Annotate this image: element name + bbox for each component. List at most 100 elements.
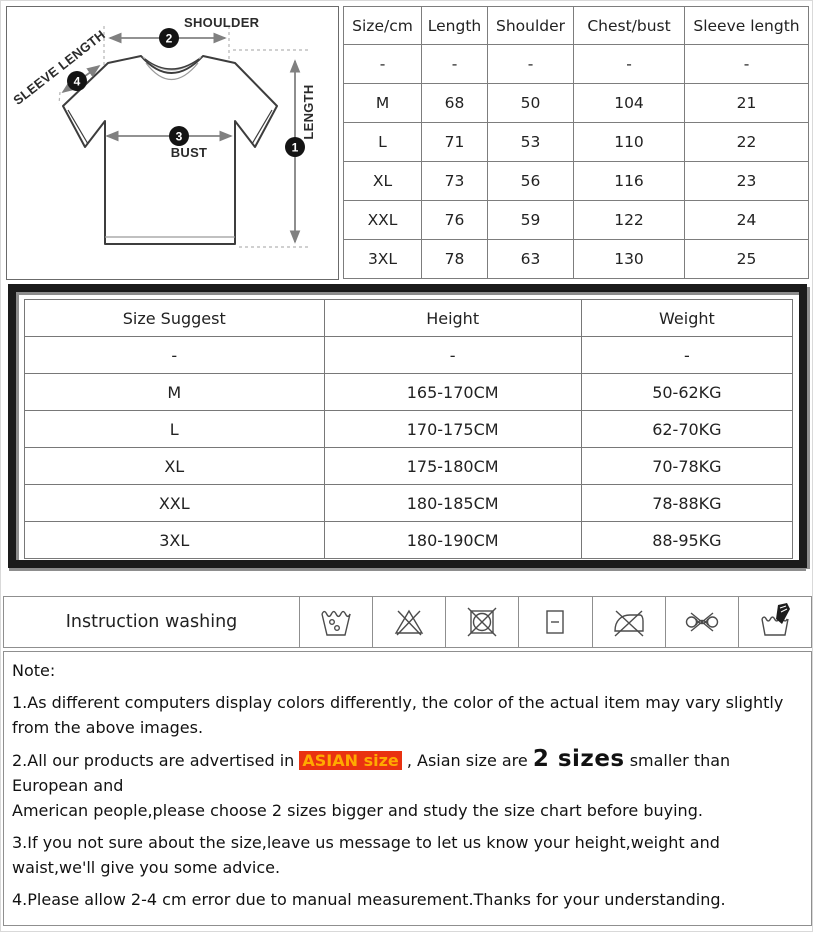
marker-shoulder: 2 — [166, 32, 173, 46]
notes-section: Note: 1.As different computers display c… — [3, 651, 812, 926]
size-suggest-section: Size Suggest Height Weight - - - M 165-170CM 50… — [8, 284, 807, 568]
table-cell: 59 — [487, 200, 574, 240]
table-cell: 56 — [487, 161, 574, 201]
tshirt-measurement-diagram: 2 3 1 4 SHOULDER SLEEVE LENGTH BUST LENG… — [6, 6, 339, 280]
do-not-bleach-icon — [394, 609, 424, 636]
table-cell: 68 — [421, 83, 488, 123]
table-cell: M — [24, 373, 325, 411]
table-cell: XL — [24, 447, 325, 485]
column-header: Shoulder — [487, 6, 574, 45]
table-cell: - — [684, 44, 809, 84]
table-cell: 88-95KG — [580, 521, 794, 559]
table-cell: 23 — [684, 161, 809, 201]
table-row: XXL 76 59 122 24 — [343, 200, 809, 240]
table-cell: 130 — [573, 239, 685, 279]
washing-cell — [446, 597, 520, 647]
marker-bust: 3 — [176, 130, 183, 144]
do-not-tumble-dry-icon — [467, 607, 497, 637]
table-cell: 71 — [421, 122, 488, 162]
table-cell: XL — [343, 161, 422, 201]
note-2: 2.All our products are advertised in ASI… — [12, 747, 801, 823]
table-cell: 62-70KG — [580, 410, 794, 448]
dry-flat-icon — [546, 610, 565, 634]
table-row: XL 175-180CM 70-78KG — [24, 447, 794, 485]
table-cell: 21 — [684, 83, 809, 123]
washing-cell — [739, 597, 811, 647]
do-not-wring-icon — [685, 612, 718, 632]
washing-cell — [519, 597, 593, 647]
table-cell: 175-180CM — [323, 447, 582, 485]
note-text: 3.If you not sure about the size,leave u… — [12, 833, 720, 852]
table-cell: 63 — [487, 239, 574, 279]
two-sizes-emphasis: 2 sizes — [532, 746, 625, 772]
size-suggest-table: Size Suggest Height Weight - - - M 165-170CM 50… — [24, 299, 794, 559]
table-cell: 24 — [684, 200, 809, 240]
table-cell: - — [323, 336, 582, 374]
table-row: L 170-175CM 62-70KG — [24, 410, 794, 448]
table-row: XL 73 56 116 23 — [343, 161, 809, 201]
table-row: --- — [24, 336, 794, 374]
table-cell: 165-170CM — [323, 373, 582, 411]
table-row: M 165-170CM 50-62KG — [24, 373, 794, 411]
table-cell: 180-185CM — [323, 484, 582, 522]
table-cell: - — [573, 44, 685, 84]
table-cell: 78-88KG — [580, 484, 794, 522]
note-text: American people,please choose 2 sizes bi… — [12, 801, 703, 820]
marker-length: 1 — [292, 141, 299, 155]
marker-sleeve: 4 — [74, 75, 81, 89]
note-text: from the above images. — [12, 718, 204, 737]
note-3: 3.If you not sure about the size,leave u… — [12, 830, 801, 880]
table-cell: - — [24, 336, 325, 374]
machine-wash-icon — [321, 610, 351, 636]
do-not-iron-icon — [613, 610, 644, 637]
size-spec-table: Size/cm Length Shoulder Chest/bust Sleeve le… — [343, 6, 809, 279]
dashed-guides — [58, 26, 310, 248]
header-row: Size Suggest Height Weight — [24, 299, 794, 337]
note-text: 1.As different computers display colors … — [12, 693, 784, 712]
washing-cell — [373, 597, 447, 647]
column-header: Size Suggest — [24, 299, 325, 337]
note-text: European and — [12, 776, 124, 795]
table-cell: - — [421, 44, 488, 84]
table-cell: 25 — [684, 239, 809, 279]
hand-wash-icon — [761, 603, 790, 636]
tshirt-outline — [62, 55, 278, 245]
table-cell: 170-175CM — [323, 410, 582, 448]
tshirt-diagram-svg: 2 3 1 4 SHOULDER SLEEVE LENGTH BUST LENG… — [10, 15, 316, 248]
column-header: Weight — [580, 299, 794, 337]
table-row: ----- — [343, 44, 809, 84]
table-row: 3XL 180-190CM 88-95KG — [24, 521, 794, 559]
table-cell: 110 — [573, 122, 685, 162]
table-row: L 71 53 110 22 — [343, 122, 809, 162]
column-header: Height — [323, 299, 582, 337]
column-header: Length — [421, 6, 488, 45]
table-cell: 73 — [421, 161, 488, 201]
table-cell: 50-62KG — [580, 373, 794, 411]
table-cell: 76 — [421, 200, 488, 240]
table-cell: 3XL — [343, 239, 422, 279]
table-cell: 50 — [487, 83, 574, 123]
table-row: M 68 50 104 21 — [343, 83, 809, 123]
table-cell: 3XL — [24, 521, 325, 559]
column-header: Chest/bust — [573, 6, 685, 45]
table-cell: 104 — [573, 83, 685, 123]
bust-label: BUST — [171, 145, 208, 160]
table-cell: 116 — [573, 161, 685, 201]
table-cell: XXL — [343, 200, 422, 240]
notes-title: Note: — [12, 661, 56, 680]
note-text: waist,we'll give you some advice. — [12, 858, 281, 877]
column-header: Sleeve length — [684, 6, 809, 45]
table-cell: 53 — [487, 122, 574, 162]
column-header: Size/cm — [343, 6, 422, 45]
washing-instructions: Instruction washing — [3, 596, 812, 648]
table-cell: 78 — [421, 239, 488, 279]
note-text: smaller than — [624, 751, 731, 770]
table-cell: 70-78KG — [580, 447, 794, 485]
measurement-markers: 2 3 1 4 — [67, 28, 305, 157]
washing-cell — [593, 597, 666, 647]
table-cell: L — [24, 410, 325, 448]
asian-size-highlight: ASIAN size — [299, 751, 402, 770]
table-row: 3XL 78 63 130 25 — [343, 239, 809, 279]
shoulder-label: SHOULDER — [184, 15, 260, 30]
washing-label: Instruction washing — [4, 597, 300, 647]
